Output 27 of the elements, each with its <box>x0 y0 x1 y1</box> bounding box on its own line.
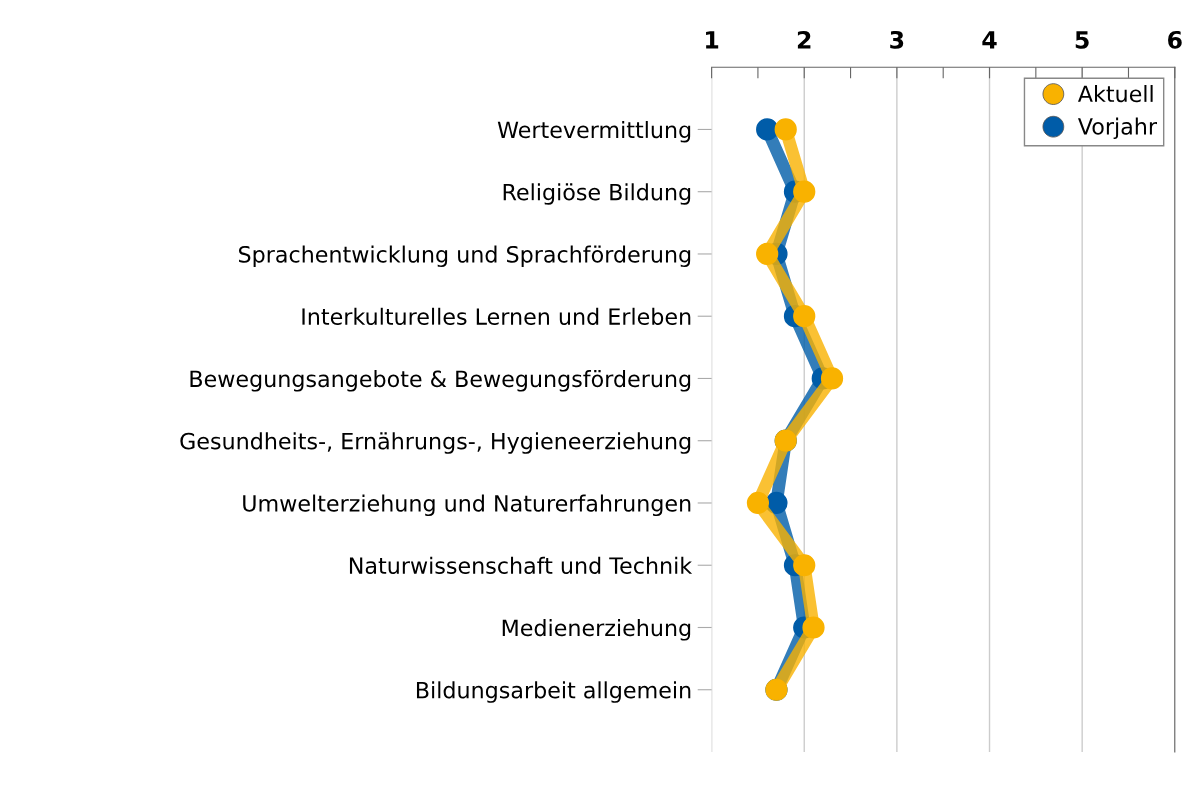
y-tick-label: Umwelterziehung und Naturerfahrungen <box>243 494 691 517</box>
x-tick-label: 5 <box>1075 31 1089 49</box>
y-tick-label: Wertevermittlung <box>497 121 691 143</box>
legend-label: Vorjahr <box>1077 117 1158 140</box>
x-tick-label: 1 <box>706 31 719 49</box>
point <box>793 180 816 203</box>
point <box>774 118 797 141</box>
point <box>793 305 816 328</box>
y-tick-label: Religiöse Bildung <box>503 183 691 205</box>
point <box>746 491 770 515</box>
y-tick-label: Bewegungsangebote & Bewegungsförderung <box>190 370 691 392</box>
point <box>802 616 825 639</box>
y-tick-label: Interkulturelles Lernen und Erleben <box>302 307 691 325</box>
x-tick-label: 6 <box>1168 30 1182 49</box>
y-tick-label: Naturwissenschaft und Technik <box>349 556 693 574</box>
y-tick-label: Medienerziehung <box>502 619 691 641</box>
y-tick-label: Sprachentwicklung und Sprachförderung <box>238 245 691 268</box>
x-tick-label: 3 <box>890 30 904 49</box>
y-tick-label: Bildungsarbeit allgemein <box>416 681 691 703</box>
point <box>756 118 779 141</box>
point <box>793 554 816 577</box>
x-tick-label: 2 <box>797 30 811 49</box>
point <box>756 242 779 266</box>
legend-label: Aktuell <box>1077 84 1153 103</box>
y-tick-label: Gesundheits-, Ernährungs-, Hygieneerziehung <box>180 432 691 454</box>
x-tick-label: 4 <box>982 31 997 49</box>
point <box>820 367 844 390</box>
